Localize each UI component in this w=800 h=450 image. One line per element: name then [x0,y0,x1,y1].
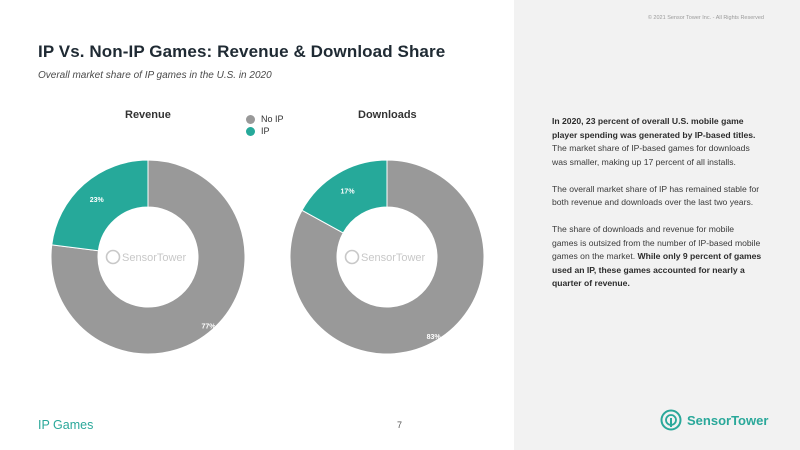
watermark: SensorTower [344,249,426,265]
section-label: IP Games [38,418,94,432]
brand-name-part-2: Tower [731,412,769,428]
legend-item-ip: IP [246,125,284,137]
legend-item-no-ip: No IP [246,113,284,125]
downloads-donut-chart: 83% 17% SensorTower [289,159,485,355]
legend-label-ip: IP [261,126,270,136]
watermark: SensorTower [105,249,187,265]
summary-panel [514,0,800,450]
watermark-text: SensorTower [361,252,426,264]
summary-paragraph-2: The overall market share of IP has remai… [552,183,760,208]
data-label-ip: 17% [341,188,356,195]
summary-text: In 2020, 23 percent of overall U.S. mobi… [552,115,762,304]
page-title: IP Vs. Non-IP Games: Revenue & Download … [38,42,446,61]
legend-label-no-ip: No IP [261,114,284,124]
slice-ip [301,159,388,234]
summary-paragraph-1-bold: In 2020, 23 percent of overall U.S. mobi… [552,116,756,140]
summary-paragraph-3-bold: While only 9 percent of games used an IP… [552,251,762,288]
watermark-icon [344,249,360,265]
revenue-donut-chart: 77% 23% SensorTower [50,159,246,355]
summary-paragraph-3-rest: The share of downloads and revenue for m… [552,224,761,261]
slice-no-ip [50,159,246,355]
slice-no-ip [289,159,485,355]
summary-paragraph-1: In 2020, 23 percent of overall U.S. mobi… [552,115,762,169]
page-number: 7 [397,420,403,430]
brand-logo: SensorTower [660,409,768,431]
summary-paragraph-1-rest: The market share of IP-based games for d… [552,143,750,167]
downloads-chart-title: Downloads [358,109,417,121]
data-label-no-ip: 77% [202,324,217,331]
sensor-tower-logo-icon [660,409,682,431]
brand-name-part-1: Sensor [687,412,732,428]
watermark-icon [105,249,121,265]
legend-swatch-ip [246,126,255,136]
page-subtitle: Overall market share of IP games in the … [38,70,272,81]
brand-name: SensorTower [687,413,768,428]
copyright: © 2021 Sensor Tower Inc. - All Rights Re… [647,15,764,21]
data-label-ip: 23% [90,197,105,204]
slice-ip [51,159,149,252]
chart-legend: No IP IP [246,113,284,137]
data-label-no-ip: 83% [427,334,442,341]
legend-swatch-no-ip [246,114,255,124]
watermark-text: SensorTower [122,252,187,264]
donut-charts: 77% 23% SensorTower 83% 17% SensorTower [50,159,485,355]
revenue-chart-title: Revenue [125,109,171,121]
summary-paragraph-3: The share of downloads and revenue for m… [552,223,762,291]
